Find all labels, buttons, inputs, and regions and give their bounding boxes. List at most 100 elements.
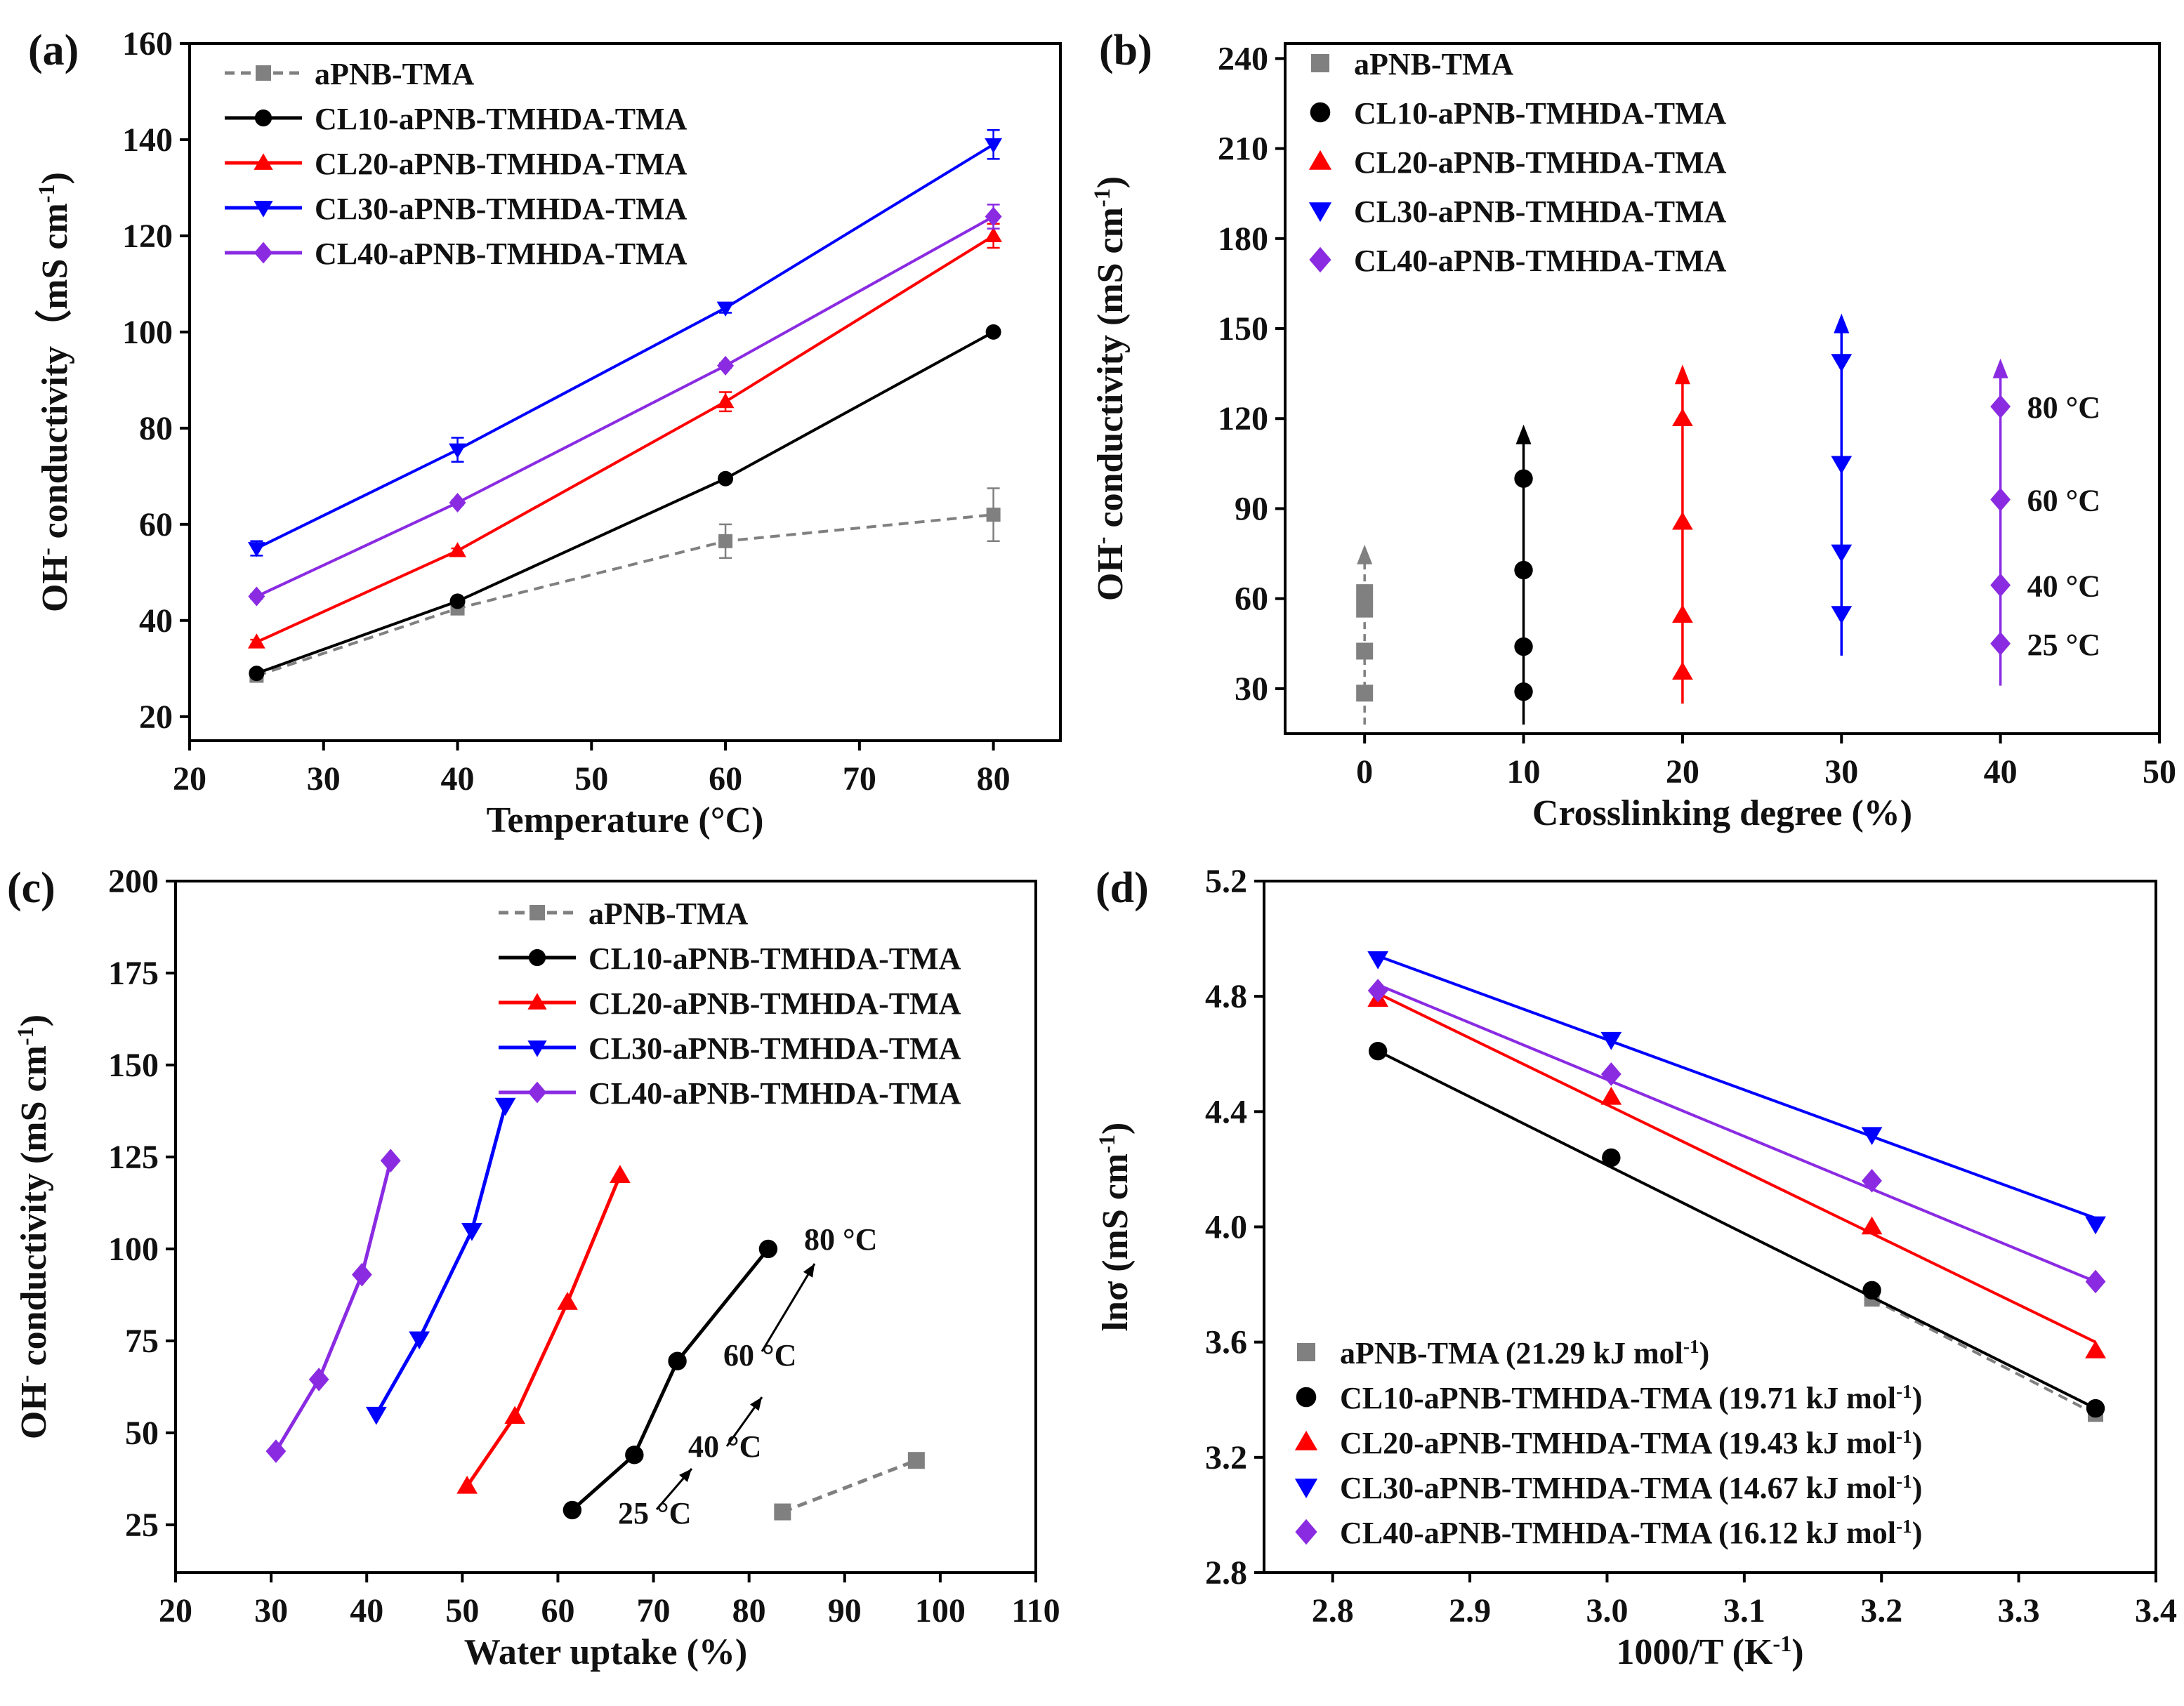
panel-b: 0 10 20 30 40 50 30 60 90 120 150 180 210 240 Crosslin… [1089, 27, 2176, 833]
data-point [504, 1406, 526, 1424]
x-tick-label: 30 [254, 1592, 288, 1629]
x-tick-label: 60 [709, 760, 742, 798]
data-point [557, 1292, 578, 1310]
data-point [1514, 682, 1533, 701]
data-point [1368, 1041, 1388, 1061]
y-axis-label: OH- conductivity (mS cm-1) [13, 1014, 54, 1439]
y-tick-label: 40 [139, 602, 173, 640]
x-tick-label: 110 [1011, 1592, 1060, 1629]
legend-label: aPNB-TMA [1354, 47, 1514, 81]
panel-label: (c) [7, 864, 55, 912]
temperature-annotation: 80 °C [2027, 390, 2100, 425]
temperature-annotation: 40 °C [2027, 569, 2100, 603]
y-tick-label: 4.0 [1205, 1209, 1247, 1246]
legend-label: CL20-aPNB-TMHDA-TMA [1354, 145, 1727, 180]
data-point [1600, 1086, 1622, 1105]
data-point [1990, 487, 2011, 512]
y-tick-label: 200 [108, 863, 159, 900]
y-tick-label: 4.8 [1205, 978, 1247, 1015]
legend-label: CL20-aPNB-TMHDA-TMA [315, 147, 688, 181]
data-point [365, 1406, 387, 1425]
legend-label: CL30-aPNB-TMHDA-TMA [315, 192, 688, 226]
data-point [2085, 1216, 2106, 1235]
y-tick-label: 30 [1235, 670, 1268, 708]
series-line [466, 1175, 622, 1488]
x-tick-label: 70 [637, 1592, 671, 1629]
data-point [249, 666, 265, 682]
annotation-arrow-head [679, 1469, 692, 1483]
series-line [256, 215, 994, 598]
plot-frame [1284, 42, 2161, 735]
data-point [1672, 511, 1693, 530]
y-tick-label: 150 [108, 1047, 159, 1084]
y-tick-label: 180 [1218, 220, 1268, 258]
x-tick-label: 40 [1984, 753, 2018, 791]
y-tick-label: 125 [108, 1139, 159, 1176]
data-point [265, 1439, 287, 1463]
data-point [1356, 584, 1374, 602]
legend-label: CL20-aPNB-TMHDA-TMA [588, 986, 961, 1021]
arrow-head [1992, 358, 2008, 378]
data-point [1356, 600, 1374, 618]
legend-marker [1295, 1519, 1317, 1545]
data-point [2085, 1340, 2106, 1358]
data-point [985, 138, 1003, 154]
x-tick-label: 90 [828, 1592, 862, 1629]
data-point [1862, 1169, 1882, 1193]
y-tick-label: 240 [1218, 40, 1268, 77]
legend-label: aPNB-TMA (21.29 kJ mol-1) [1340, 1336, 1709, 1370]
data-point [456, 1475, 478, 1494]
data-point [986, 508, 1001, 522]
x-tick-label: 50 [2143, 753, 2176, 791]
data-point [1367, 979, 1388, 1003]
data-point [1367, 951, 1389, 970]
y-tick-label: 90 [1235, 490, 1268, 527]
legend-marker [528, 948, 546, 967]
legend-marker [254, 153, 273, 170]
data-point [985, 324, 1001, 340]
legend-marker [1294, 1479, 1318, 1499]
data-point [1356, 642, 1374, 660]
temperature-annotation: 80 °C [804, 1222, 877, 1257]
y-tick-label: 4.4 [1205, 1093, 1247, 1130]
legend-label: CL10-aPNB-TMHDA-TMA [588, 941, 961, 976]
x-tick-label: 50 [574, 760, 608, 798]
data-point [248, 586, 265, 607]
y-axis-label: OH- conductivity (mS cm-1) [1089, 176, 1131, 601]
data-point [1831, 606, 1853, 624]
x-tick-label: 10 [1507, 753, 1541, 791]
data-point [1831, 354, 1853, 372]
x-axis-label: Crosslinking degree (%) [1532, 793, 1912, 833]
y-tick-label: 5.2 [1205, 863, 1247, 900]
data-point [758, 1239, 778, 1259]
plot-frame [188, 42, 1062, 742]
x-tick-label: 40 [350, 1592, 383, 1629]
legend-label: CL40-aPNB-TMHDA-TMA [315, 237, 688, 271]
y-tick-label: 3.6 [1205, 1324, 1247, 1361]
x-tick-label: 80 [977, 760, 1011, 798]
data-point [1672, 661, 1693, 680]
data-point [1990, 395, 2011, 418]
arrow-head [1834, 313, 1850, 333]
legend-marker [527, 1040, 547, 1057]
series-line [256, 234, 994, 644]
fit-line [1871, 1297, 2096, 1416]
y-tick-label: 210 [1218, 131, 1268, 168]
x-tick-label: 80 [732, 1592, 766, 1629]
legend-label: CL30-aPNB-TMHDA-TMA [1354, 194, 1727, 229]
legend-marker [254, 201, 273, 218]
data-point [610, 1165, 631, 1183]
y-tick-label: 20 [139, 699, 173, 736]
data-point [461, 1222, 482, 1241]
x-tick-label: 2.8 [1312, 1592, 1354, 1629]
y-tick-label: 80 [139, 410, 173, 447]
series-line [571, 1248, 770, 1512]
data-point [247, 542, 265, 557]
legend-marker [256, 65, 271, 81]
y-tick-label: 75 [125, 1323, 159, 1360]
y-tick-label: 120 [122, 218, 173, 255]
legend-label: CL40-aPNB-TMHDA-TMA [588, 1076, 961, 1111]
data-point [1514, 637, 1533, 656]
data-point [1672, 408, 1693, 427]
legend-marker [527, 993, 547, 1010]
